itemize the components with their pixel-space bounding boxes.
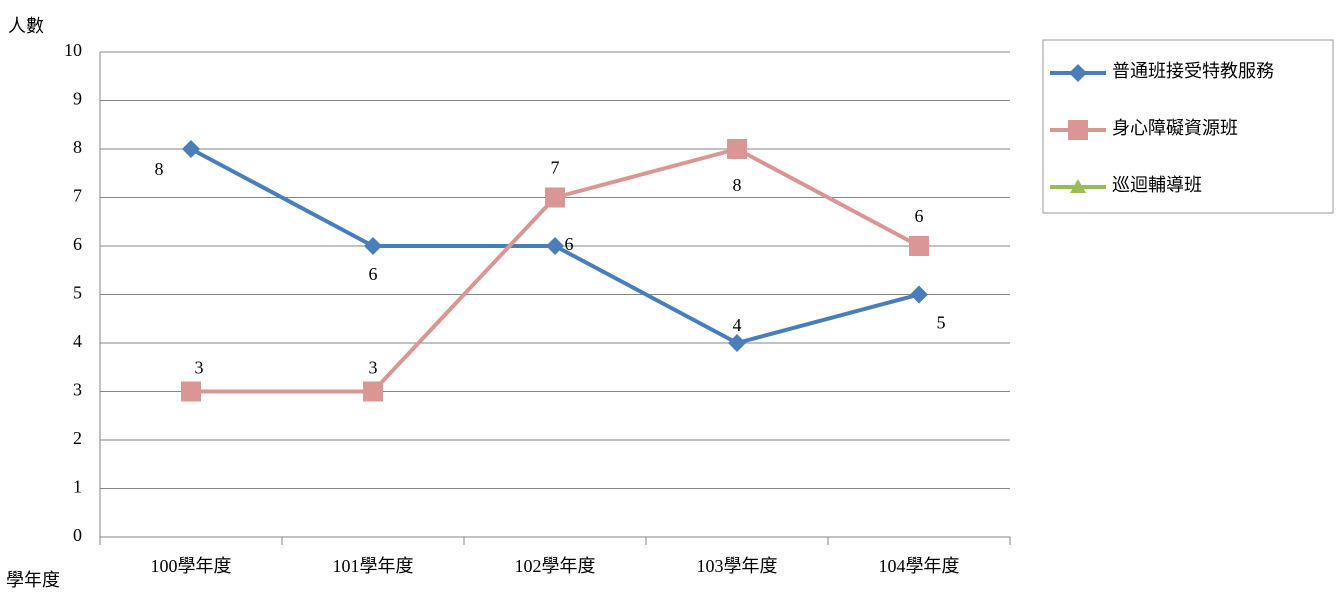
legend-label: 巡迴輔導班 bbox=[1112, 175, 1202, 195]
data-point bbox=[364, 237, 382, 255]
legend-marker bbox=[1070, 179, 1086, 193]
data-point bbox=[728, 334, 746, 352]
x-tick-label: 104學年度 bbox=[879, 556, 960, 576]
data-label: 6 bbox=[915, 206, 924, 226]
data-label: 8 bbox=[733, 175, 742, 195]
y-axis-label: 人數 bbox=[8, 16, 44, 36]
x-tick-label: 103學年度 bbox=[697, 556, 778, 576]
data-point bbox=[727, 139, 747, 159]
y-tick-label: 2 bbox=[73, 428, 82, 448]
x-axis-label: 學年度 bbox=[6, 570, 60, 590]
data-label: 7 bbox=[551, 158, 560, 178]
data-point bbox=[546, 237, 564, 255]
data-point bbox=[181, 381, 201, 402]
data-point bbox=[909, 236, 929, 256]
y-tick-label: 9 bbox=[73, 89, 82, 109]
y-tick-label: 7 bbox=[73, 186, 82, 206]
legend-label: 身心障礙資源班 bbox=[1112, 118, 1238, 138]
data-label: 5 bbox=[937, 313, 946, 333]
y-tick-label: 6 bbox=[73, 234, 82, 254]
x-tick-label: 100學年度 bbox=[151, 556, 232, 576]
legend-box bbox=[1042, 39, 1334, 214]
y-tick-label: 0 bbox=[73, 525, 82, 545]
data-point bbox=[910, 285, 928, 304]
data-label: 3 bbox=[195, 358, 204, 378]
data-point bbox=[363, 381, 383, 402]
legend-marker bbox=[1068, 120, 1088, 140]
legend-marker bbox=[1069, 64, 1087, 82]
data-label: 4 bbox=[733, 315, 742, 335]
data-label: 6 bbox=[565, 234, 574, 254]
data-label: 3 bbox=[369, 358, 378, 378]
data-point bbox=[545, 187, 565, 208]
data-label: 8 bbox=[155, 159, 164, 179]
data-label: 6 bbox=[369, 264, 378, 284]
x-tick-label: 102學年度 bbox=[515, 556, 596, 576]
y-tick-label: 4 bbox=[73, 331, 82, 351]
y-tick-label: 10 bbox=[64, 40, 82, 60]
x-tick-label: 101學年度 bbox=[333, 556, 414, 576]
y-tick-label: 5 bbox=[73, 283, 82, 303]
series-line bbox=[191, 147, 920, 394]
y-tick-label: 8 bbox=[73, 137, 82, 157]
y-tick-label: 1 bbox=[73, 477, 82, 497]
data-point bbox=[182, 140, 200, 158]
legend-label: 普通班接受特教服務 bbox=[1112, 61, 1274, 81]
y-tick-label: 3 bbox=[73, 380, 82, 400]
